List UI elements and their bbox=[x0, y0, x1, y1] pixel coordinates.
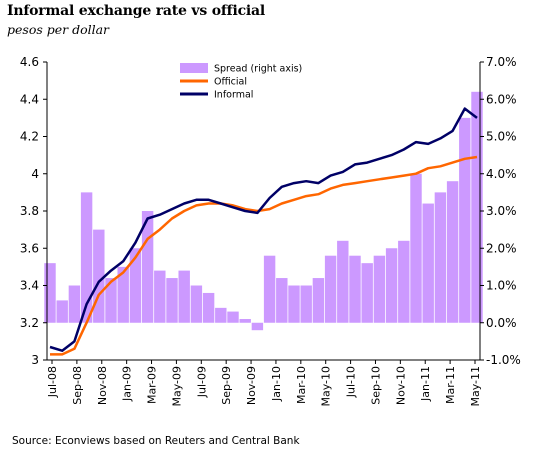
right-tick-label: 6.0% bbox=[486, 92, 517, 106]
right-tick-label: 2.0% bbox=[486, 241, 517, 255]
right-tick-label: 0.0% bbox=[486, 316, 517, 330]
spread-bar bbox=[263, 255, 276, 323]
spread-bar bbox=[300, 285, 312, 323]
right-tick-label: -1.0% bbox=[486, 353, 521, 367]
legend-swatch-spread bbox=[180, 63, 208, 73]
legend-label: Informal bbox=[214, 90, 253, 101]
spread-bar bbox=[385, 248, 398, 323]
x-tick-label: Mar-10 bbox=[295, 366, 308, 404]
left-tick-label: 3 bbox=[31, 353, 39, 367]
spread-bar bbox=[251, 322, 264, 331]
chart-lines bbox=[49, 107, 478, 356]
x-tick-label: Jan-09 bbox=[121, 366, 134, 402]
left-tick-label: 3.8 bbox=[20, 204, 39, 218]
spread-bars bbox=[44, 91, 483, 331]
left-tick-label: 3.4 bbox=[20, 279, 39, 293]
spread-bar bbox=[141, 211, 154, 323]
spread-bar bbox=[373, 255, 386, 323]
right-tick-label: 3.0% bbox=[486, 204, 517, 218]
x-tick-label: Jan-11 bbox=[419, 366, 432, 402]
left-tick-label: 3.2 bbox=[20, 316, 39, 330]
spread-bar bbox=[117, 266, 129, 323]
spread-bar bbox=[471, 91, 483, 323]
spread-bar bbox=[459, 117, 471, 323]
left-tick-label: 3.6 bbox=[20, 241, 39, 255]
spread-bar bbox=[324, 255, 337, 323]
right-tick-label: 5.0% bbox=[486, 130, 517, 144]
chart-source: Source: Econviews based on Reuters and C… bbox=[12, 435, 300, 447]
x-tick-label: Sep-08 bbox=[71, 366, 84, 405]
x-tick-label: Jul-09 bbox=[195, 366, 208, 398]
chart-subtitle: pesos per dollar bbox=[7, 22, 110, 37]
chart-legend: Spread (right axis) Official Informal bbox=[180, 63, 302, 101]
legend-label: Official bbox=[214, 77, 247, 88]
x-tick-label: May-09 bbox=[170, 366, 183, 407]
spread-bar bbox=[105, 278, 117, 323]
x-tick-label: Mar-11 bbox=[444, 366, 457, 404]
spread-bar bbox=[68, 285, 81, 323]
chart-title: Informal exchange rate vs official bbox=[7, 3, 266, 19]
x-tick-label: May-10 bbox=[320, 366, 333, 407]
right-tick-label: 4.0% bbox=[486, 167, 517, 181]
spread-bar bbox=[312, 278, 325, 323]
spread-bar bbox=[288, 285, 300, 323]
x-tick-label: Mar-09 bbox=[146, 366, 159, 404]
right-tick-label: 7.0% bbox=[486, 55, 517, 69]
spread-bar bbox=[93, 229, 105, 323]
spread-bar bbox=[276, 278, 288, 323]
spread-bar bbox=[56, 300, 68, 323]
x-tick-label: Nov-09 bbox=[245, 366, 258, 405]
x-tick-label: Jul-08 bbox=[46, 366, 59, 398]
spread-bar bbox=[80, 192, 93, 323]
left-tick-label: 4.4 bbox=[20, 92, 39, 106]
spread-bar bbox=[434, 192, 447, 323]
spread-bar bbox=[361, 263, 373, 323]
spread-bar bbox=[202, 292, 215, 323]
x-tick-label: Jan-10 bbox=[270, 366, 283, 402]
spread-bar bbox=[178, 270, 190, 323]
right-tick-label: 1.0% bbox=[486, 279, 517, 293]
x-tick-label: May-11 bbox=[469, 366, 482, 407]
legend-label: Spread (right axis) bbox=[214, 64, 302, 75]
x-tick-label: Nov-10 bbox=[394, 366, 407, 405]
spread-bar bbox=[337, 240, 349, 323]
spread-bar bbox=[239, 319, 251, 323]
x-tick-label: Nov-08 bbox=[96, 366, 109, 405]
spread-bar bbox=[349, 255, 361, 323]
official-line bbox=[50, 155, 478, 356]
spread-bar bbox=[227, 311, 239, 323]
spread-bar bbox=[44, 263, 56, 323]
left-tick-label: 4.6 bbox=[20, 55, 39, 69]
spread-bar bbox=[422, 203, 434, 323]
x-tick-label: Sep-10 bbox=[369, 366, 382, 405]
x-tick-label: Sep-09 bbox=[220, 366, 233, 405]
spread-bar bbox=[129, 248, 142, 323]
spread-bar bbox=[446, 181, 459, 323]
spread-bar bbox=[190, 285, 203, 323]
informal-line bbox=[49, 107, 478, 352]
spread-bar bbox=[410, 173, 422, 323]
chart-axes: 3 3.2 3.4 3.6 3.8 4 4.2 4.4 4.6 -1.0% 0.0% 1.0% 2.0%… bbox=[20, 55, 521, 407]
spread-bar bbox=[215, 307, 227, 323]
x-tick-label: Jul-10 bbox=[345, 366, 358, 398]
spread-bar bbox=[154, 270, 166, 323]
spread-bar bbox=[166, 278, 178, 323]
spread-bar bbox=[398, 240, 410, 323]
left-tick-label: 4.2 bbox=[20, 130, 39, 144]
left-tick-label: 4 bbox=[31, 167, 39, 181]
